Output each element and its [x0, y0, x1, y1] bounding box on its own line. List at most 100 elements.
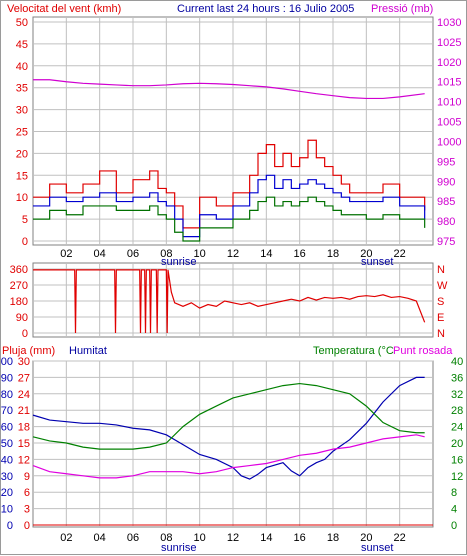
- dir-tick-180: 180: [10, 296, 28, 308]
- temp-tick-16: 16: [451, 454, 463, 466]
- hour-label-bottom-14: 14: [260, 532, 272, 544]
- humidity-tick-60: 60: [1, 422, 13, 434]
- humidity-tick-70: 70: [1, 405, 13, 417]
- temp-tick-40: 40: [451, 356, 463, 368]
- temp-tick-12: 12: [451, 471, 463, 483]
- compass-tick-1: W: [437, 280, 448, 292]
- rain-tick-0: 0: [24, 520, 30, 532]
- hour-label-top-06: 06: [127, 248, 139, 260]
- wind-tick-40: 40: [16, 61, 28, 73]
- wind-axis-title: Velocitat del vent (kmh): [7, 3, 121, 15]
- temp-tick-28: 28: [451, 405, 463, 417]
- pressure-tick-990: 990: [437, 176, 455, 188]
- pressure-tick-995: 995: [437, 156, 455, 168]
- hour-label-bottom-08: 08: [160, 532, 172, 544]
- hour-label-top-10: 10: [194, 248, 206, 260]
- hour-label-top-20: 20: [360, 248, 372, 260]
- pressure-tick-1025: 1025: [437, 37, 461, 49]
- sunset-label-top: sunset: [361, 256, 393, 268]
- compass-tick-3: E: [437, 312, 444, 324]
- humidity-tick-40: 40: [1, 454, 13, 466]
- humidity-axis-title: Humitat: [69, 345, 107, 357]
- hour-label-bottom-16: 16: [294, 532, 306, 544]
- pressure-tick-1000: 1000: [437, 136, 461, 148]
- humidity-tick-30: 30: [1, 471, 13, 483]
- pressure-tick-1015: 1015: [437, 77, 461, 89]
- compass-tick-2: S: [437, 296, 444, 308]
- wind-tick-20: 20: [16, 148, 28, 160]
- dir-tick-360: 360: [10, 264, 28, 276]
- pressure-tick-1010: 1010: [437, 97, 461, 109]
- pressure-axis-title: Pressió (mb): [371, 3, 433, 15]
- temp-tick-32: 32: [451, 389, 463, 401]
- chart-title: Current last 24 hours : 16 Julio 2005: [177, 3, 354, 15]
- rain-tick-24: 24: [18, 389, 30, 401]
- temp-tick-0: 0: [451, 520, 457, 532]
- rain-tick-27: 27: [18, 372, 30, 384]
- humidity-tick-90: 90: [1, 372, 13, 384]
- pressure-tick-975: 975: [437, 236, 455, 248]
- compass-tick-4: N: [437, 328, 445, 340]
- hour-label-bottom-04: 04: [94, 532, 106, 544]
- dewpoint-line: [32, 434, 425, 479]
- humidity-tick-10: 10: [1, 504, 13, 516]
- pressure-tick-1005: 1005: [437, 117, 461, 129]
- axis-labels: 0202040406060808101012121414161618182020…: [1, 17, 463, 544]
- hour-label-top-04: 04: [94, 248, 106, 260]
- dir-tick-0: 0: [22, 328, 28, 340]
- wind-tick-0: 0: [22, 236, 28, 248]
- rain-tick-30: 30: [18, 356, 30, 368]
- wind-direction-line: [33, 269, 426, 334]
- wind-tick-50: 50: [16, 17, 28, 29]
- humidity-line: [32, 376, 425, 480]
- rain-tick-15: 15: [18, 438, 30, 450]
- temp-tick-8: 8: [451, 487, 457, 499]
- hour-label-top-14: 14: [260, 248, 272, 260]
- wind-max-line: [33, 139, 426, 229]
- humidity-tick-50: 50: [1, 438, 13, 450]
- wind-tick-30: 30: [16, 105, 28, 117]
- humidity-tick-100: 100: [1, 356, 13, 368]
- dewpoint-axis-title: Punt rosada: [393, 345, 453, 357]
- dir-tick-90: 90: [16, 312, 28, 324]
- humidity-tick-20: 20: [1, 487, 13, 499]
- hour-label-bottom-22: 22: [394, 532, 406, 544]
- temp-tick-4: 4: [451, 504, 457, 516]
- grid-lines: [33, 17, 433, 527]
- hour-label-top-08: 08: [160, 248, 172, 260]
- humidity-tick-80: 80: [1, 389, 13, 401]
- humidity-tick-0: 0: [7, 520, 13, 532]
- pressure-tick-1030: 1030: [437, 17, 461, 29]
- sunset-label-bottom: sunset: [361, 542, 393, 554]
- compass-tick-0: N: [437, 264, 445, 276]
- pressure-tick-985: 985: [437, 196, 455, 208]
- wind-avg-line: [33, 174, 426, 238]
- temp-tick-20: 20: [451, 438, 463, 450]
- hour-label-top-22: 22: [394, 248, 406, 260]
- chart-marks: [32, 79, 433, 526]
- temperature-line: [32, 382, 425, 450]
- pressure-line: [33, 79, 425, 100]
- wind-tick-35: 35: [16, 83, 28, 95]
- rain-tick-6: 6: [24, 487, 30, 499]
- hour-label-bottom-06: 06: [127, 532, 139, 544]
- hour-label-bottom-18: 18: [327, 532, 339, 544]
- dir-tick-270: 270: [10, 280, 28, 292]
- wind-tick-10: 10: [16, 192, 28, 204]
- wind-min-line: [33, 196, 426, 242]
- pressure-tick-980: 980: [437, 216, 455, 228]
- hour-label-bottom-10: 10: [194, 532, 206, 544]
- wind-tick-25: 25: [16, 127, 28, 139]
- hour-label-top-02: 02: [60, 248, 72, 260]
- rain-tick-3: 3: [24, 504, 30, 516]
- temp-tick-36: 36: [451, 372, 463, 384]
- hour-label-top-12: 12: [227, 248, 239, 260]
- rain-tick-18: 18: [18, 422, 30, 434]
- hour-label-bottom-02: 02: [60, 532, 72, 544]
- rain-axis-title: Pluja (mm): [2, 345, 55, 357]
- wind-tick-15: 15: [16, 170, 28, 182]
- hour-label-top-18: 18: [327, 248, 339, 260]
- hour-label-bottom-12: 12: [227, 532, 239, 544]
